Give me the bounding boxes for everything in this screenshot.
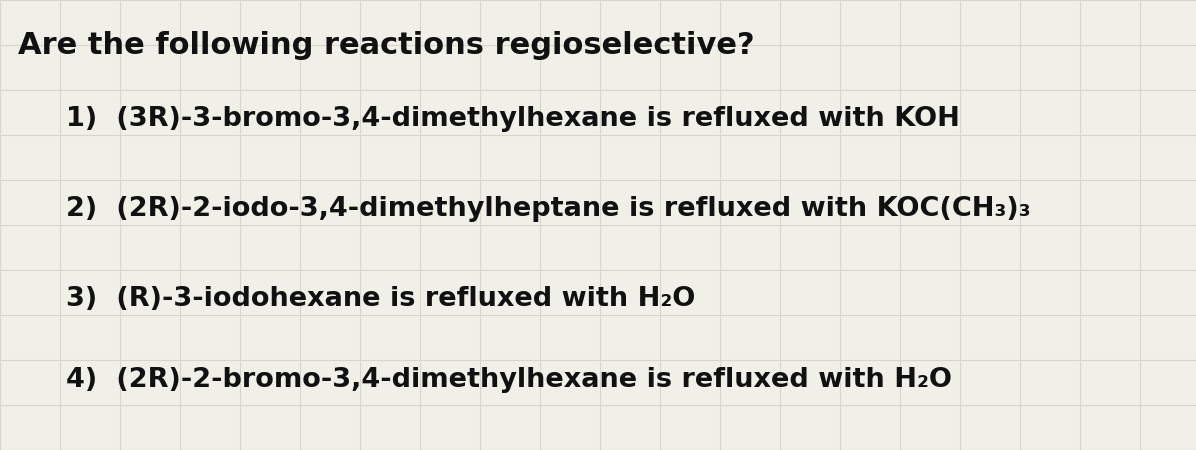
- Text: Are the following reactions regioselective?: Are the following reactions regioselecti…: [18, 32, 755, 60]
- Text: 3)  (R)-3-iodohexane is refluxed with H₂O: 3) (R)-3-iodohexane is refluxed with H₂O: [66, 286, 695, 312]
- Text: 1)  (3R)-3-bromo-3,4-dimethylhexane is refluxed with KOH: 1) (3R)-3-bromo-3,4-dimethylhexane is re…: [66, 106, 959, 132]
- Text: 2)  (2R)-2-iodo-3,4-dimethylheptane is refluxed with KOC(CH₃)₃: 2) (2R)-2-iodo-3,4-dimethylheptane is re…: [66, 196, 1031, 222]
- Text: 4)  (2R)-2-bromo-3,4-dimethylhexane is refluxed with H₂O: 4) (2R)-2-bromo-3,4-dimethylhexane is re…: [66, 367, 952, 393]
